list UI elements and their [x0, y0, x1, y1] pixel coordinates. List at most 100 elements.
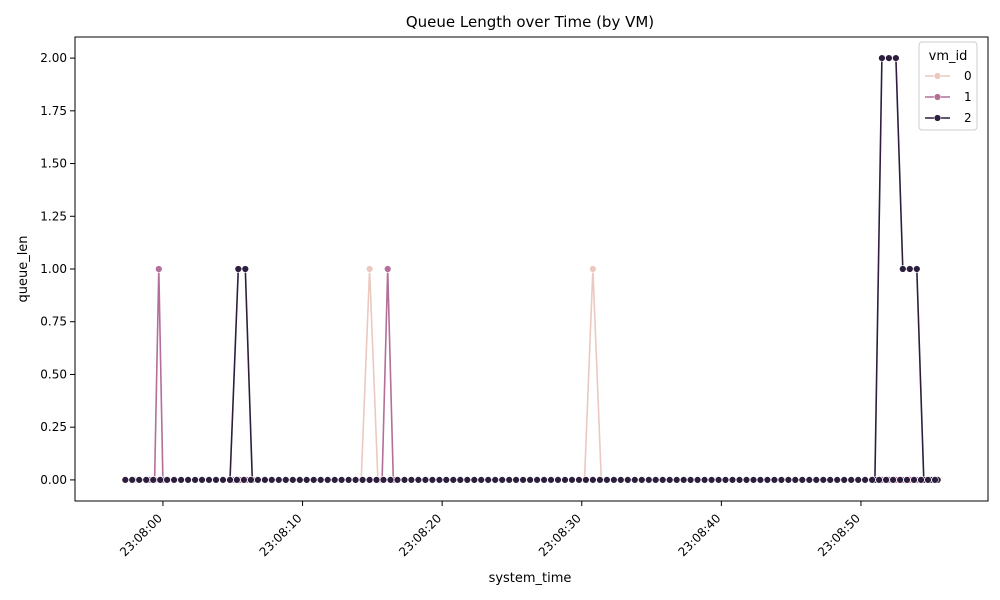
data-point — [917, 476, 925, 484]
data-point — [163, 476, 171, 484]
data-point — [672, 476, 681, 484]
data-point — [428, 476, 437, 484]
data-point — [568, 476, 576, 484]
data-point — [906, 265, 914, 273]
data-point — [693, 476, 702, 484]
data-point — [470, 476, 478, 484]
data-point — [337, 476, 346, 484]
legend-swatch-marker — [933, 93, 942, 101]
data-point — [903, 476, 911, 484]
legend-swatch-marker — [933, 72, 942, 80]
data-point — [658, 476, 667, 484]
data-point — [442, 476, 450, 484]
y-tick-label: 0.00 — [40, 473, 67, 487]
data-point — [812, 476, 820, 484]
series-1 — [145, 265, 928, 484]
data-point — [233, 476, 241, 484]
data-point — [651, 476, 660, 484]
data-point — [749, 476, 758, 484]
data-point — [331, 476, 339, 484]
legend-label: 0 — [964, 69, 972, 83]
plot-area — [121, 54, 942, 484]
data-point — [303, 476, 311, 484]
data-point — [241, 265, 250, 273]
data-point — [756, 476, 765, 484]
data-point — [198, 476, 206, 484]
data-point — [498, 476, 506, 484]
data-point — [170, 476, 178, 484]
data-point — [728, 476, 737, 484]
data-point — [679, 476, 688, 484]
data-point — [791, 476, 799, 484]
data-point — [889, 476, 897, 484]
data-point — [358, 476, 367, 484]
data-point — [191, 476, 199, 484]
data-point — [505, 476, 513, 484]
data-point — [512, 476, 520, 484]
data-point — [721, 476, 730, 484]
data-point — [435, 476, 444, 484]
data-point — [896, 476, 904, 484]
data-point — [892, 54, 900, 62]
data-point — [344, 476, 353, 484]
data-point — [414, 476, 423, 484]
data-point — [135, 476, 143, 484]
data-point — [575, 476, 583, 484]
y-tick-label: 0.50 — [40, 367, 67, 381]
x-tick-label: 23:08:00 — [117, 511, 165, 559]
x-tick-label: 23:08:50 — [815, 511, 863, 559]
legend-box — [918, 41, 978, 131]
data-point — [463, 476, 471, 484]
data-point — [631, 476, 639, 484]
chart-title: Queue Length over Time (by VM) — [406, 13, 654, 31]
data-point — [700, 476, 709, 484]
data-point — [128, 476, 136, 484]
y-tick-label: 1.25 — [40, 209, 67, 223]
data-point — [875, 476, 883, 484]
data-point — [617, 476, 625, 484]
x-tick-label: 23:08:20 — [396, 511, 444, 559]
data-point — [261, 476, 269, 484]
data-point — [686, 476, 695, 484]
legend-item-0: 0 — [925, 69, 972, 83]
data-point — [899, 265, 907, 273]
data-point — [707, 476, 716, 484]
data-point — [826, 476, 834, 484]
data-point — [624, 476, 632, 484]
data-point — [819, 476, 827, 484]
data-point — [456, 476, 464, 484]
data-point — [589, 265, 597, 273]
legend-label: 2 — [964, 111, 972, 125]
data-point — [596, 476, 604, 484]
data-point — [882, 476, 890, 484]
data-point — [407, 476, 416, 484]
legend-item-2: 2 — [925, 111, 972, 125]
y-tick-label: 1.50 — [40, 157, 67, 171]
x-tick-label: 23:08:10 — [257, 511, 305, 559]
data-point — [840, 476, 848, 484]
data-point — [121, 476, 130, 484]
y-tick-label: 0.25 — [40, 420, 67, 434]
data-point — [861, 476, 869, 484]
data-point — [777, 476, 786, 484]
data-point — [645, 476, 653, 484]
data-point — [282, 476, 290, 484]
data-point — [177, 476, 185, 484]
data-point — [351, 476, 360, 484]
legend-label: 1 — [964, 90, 972, 104]
y-tick-label: 1.75 — [40, 104, 67, 118]
data-point — [868, 476, 876, 484]
y-axis-label: queue_len — [16, 235, 31, 302]
legend-title: vm_id — [929, 49, 968, 64]
data-point — [149, 476, 157, 484]
data-point — [240, 476, 248, 484]
data-point — [317, 476, 325, 484]
data-point — [833, 476, 841, 484]
x-tick-label: 23:08:30 — [536, 511, 584, 559]
data-point — [324, 476, 332, 484]
data-point — [234, 265, 243, 273]
y-tick-label: 1.00 — [40, 262, 67, 276]
data-point — [156, 476, 164, 484]
data-point — [484, 476, 492, 484]
